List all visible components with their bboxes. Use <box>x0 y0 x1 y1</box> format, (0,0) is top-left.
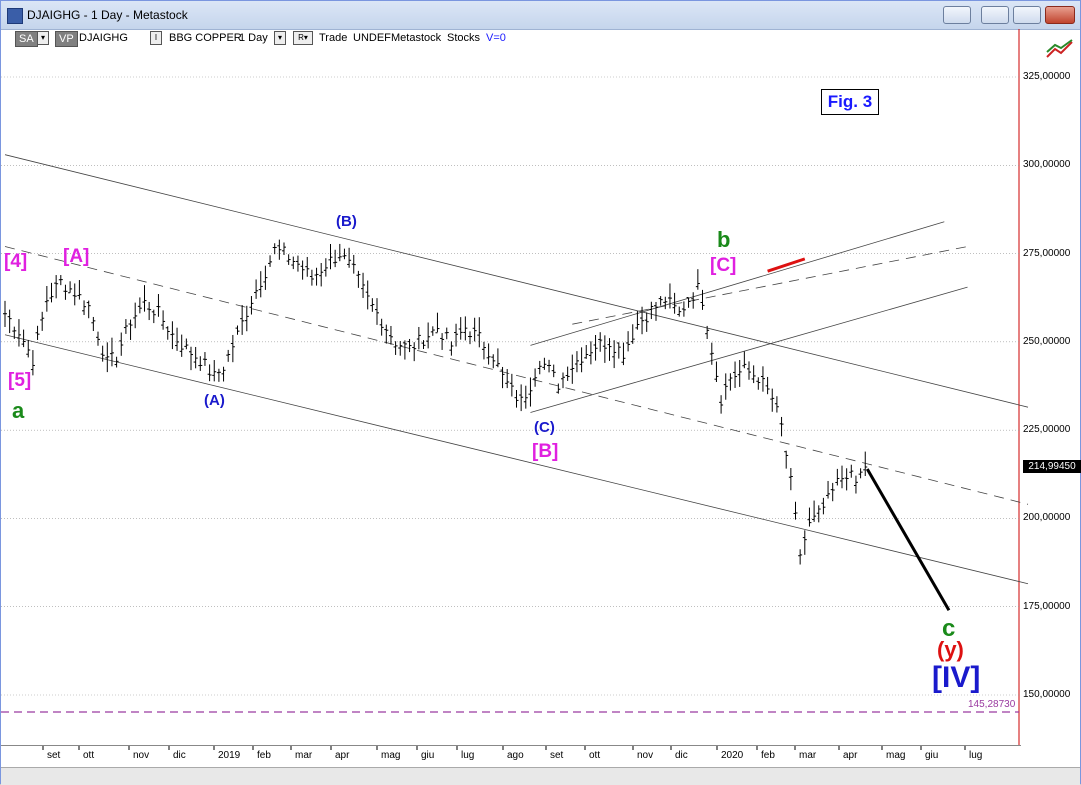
y-tick-label: 225,00000 <box>1023 424 1071 436</box>
x-tick-label: ago <box>507 750 524 761</box>
channel-mid-line <box>4 246 1029 505</box>
wave-label: (C) <box>534 419 555 436</box>
x-tick-label: set <box>47 750 61 761</box>
metastock-label: Metastock <box>391 32 442 44</box>
x-tick-label: apr <box>843 750 858 761</box>
close-button[interactable] <box>1045 6 1075 24</box>
security-label: BBG COPPER <box>169 32 242 44</box>
app-icon <box>7 8 23 24</box>
y-tick-label: 325,00000 <box>1023 71 1071 82</box>
window-title: DJAIGHG - 1 Day - Metastock <box>27 8 188 22</box>
x-tick-label: mag <box>886 750 906 761</box>
undef-label: UNDEF <box>353 32 391 44</box>
wave-label: [IV] <box>932 661 981 694</box>
symbol-label[interactable]: DJAIGHG <box>79 32 128 44</box>
restore-alt-button[interactable] <box>943 6 971 24</box>
r-button[interactable]: R▾ <box>293 31 313 45</box>
x-tick-label: lug <box>461 750 475 761</box>
y-tick-label: 200,00000 <box>1023 512 1071 524</box>
stocks-label: Stocks <box>447 32 481 44</box>
x-tick-label: mar <box>295 750 313 761</box>
x-tick-label: feb <box>257 750 271 761</box>
wave-label: (A) <box>204 392 225 409</box>
projection-line <box>865 468 951 611</box>
y-tick-label: 275,00000 <box>1023 247 1071 259</box>
y-tick-label: 150,00000 <box>1023 689 1071 700</box>
x-tick-label: giu <box>925 750 939 761</box>
wave-label: [5] <box>8 370 32 391</box>
x-tick-label: set <box>550 750 564 761</box>
status-bar <box>1 767 1080 785</box>
wave-label: [4] <box>4 251 28 272</box>
rising-channel-mid <box>572 246 968 325</box>
wave-label: c <box>942 615 956 642</box>
wave-label: [B] <box>532 441 559 462</box>
x-tick-label: mag <box>381 750 401 761</box>
sa-dropdown-icon[interactable]: ▾ <box>37 31 49 45</box>
x-tick-label: ott <box>589 750 601 761</box>
x-tick-label: 2020 <box>721 750 744 761</box>
mode-label: Trade <box>319 32 348 44</box>
minimize-button[interactable] <box>981 6 1009 24</box>
channel-lower-line <box>4 334 1029 585</box>
figure-label: Fig. 3 <box>821 89 879 115</box>
sa-button[interactable]: SA <box>15 31 38 47</box>
x-axis: set ott nov dic 2019 feb mar apr mag giu lug ago set… <box>1 745 1021 768</box>
v-label: V=0 <box>486 32 506 44</box>
y-tick-label: 175,00000 <box>1023 600 1071 612</box>
wave-label: [C] <box>710 255 737 276</box>
maximize-button[interactable] <box>1013 6 1041 24</box>
i-button[interactable]: I <box>150 31 162 45</box>
rising-channel-lower <box>530 286 968 413</box>
period-label: 1 Day <box>239 32 268 44</box>
x-tick-label: lug <box>969 750 983 761</box>
wave-label: b <box>717 227 731 252</box>
x-tick-label: dic <box>675 750 688 761</box>
x-tick-label: nov <box>133 750 150 761</box>
x-tick-label: feb <box>761 750 775 761</box>
last-price-badge: 214,99450 <box>1023 460 1081 473</box>
chart-tools-icon[interactable] <box>1045 39 1075 61</box>
wave-label: (B) <box>336 213 357 230</box>
vp-button[interactable]: VP <box>55 31 78 47</box>
reference-price-label: 145,28730 <box>968 699 1016 710</box>
title-bar: DJAIGHG - 1 Day - Metastock <box>1 1 1080 30</box>
x-tick-label: giu <box>421 750 435 761</box>
wave-label: (y) <box>937 637 964 662</box>
rising-channel-upper <box>530 221 945 346</box>
wave-label: a <box>12 398 25 423</box>
y-axis: 325,00000 300,00000 275,00000 250,00000 225,… <box>1019 29 1081 745</box>
wave-label: [A] <box>63 246 90 267</box>
x-tick-label: 2019 <box>218 750 241 761</box>
chart-toolbar: SA ▾ VP DJAIGHG I BBG COPPER 1 Day ▾ R▾ … <box>1 29 1021 47</box>
x-tick-label: nov <box>637 750 654 761</box>
channel-upper-line <box>4 154 1029 408</box>
period-dropdown-icon[interactable]: ▾ <box>274 31 286 45</box>
y-tick-label: 300,00000 <box>1023 159 1071 171</box>
x-tick-label: ott <box>83 750 95 761</box>
x-tick-label: apr <box>335 750 350 761</box>
x-tick-label: mar <box>799 750 817 761</box>
red-marker-line <box>767 257 806 273</box>
x-tick-label: dic <box>173 750 186 761</box>
r-button-label: R <box>298 33 304 42</box>
y-tick-label: 250,00000 <box>1023 335 1071 347</box>
